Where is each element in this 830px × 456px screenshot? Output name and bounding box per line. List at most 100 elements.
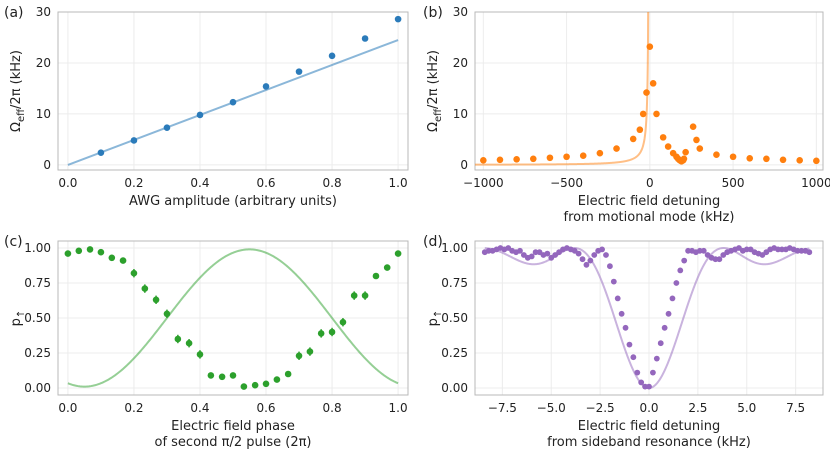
data-point [306, 348, 314, 355]
x-tick-label: 0.6 [256, 401, 275, 415]
x-tick-label: 0.6 [256, 176, 275, 190]
y-axis-label: Ωeff/2π (kHz) [9, 50, 27, 132]
panel-c: 0.0 0.2 0.4 0.6 0.8 1.0 0.00 0.25 0.50 0.75 1.00 El… [4, 234, 409, 450]
y-tick-label: 10 [36, 107, 51, 121]
data-point [480, 157, 487, 164]
x-tick-label: 1.0 [389, 176, 408, 190]
y-axis-label: Ωeff/2π (kHz) [426, 50, 444, 132]
y-label-subscript: ↑ [16, 310, 27, 318]
data-point [681, 257, 688, 264]
data-point [563, 153, 570, 161]
data-point [779, 156, 787, 164]
data-point [638, 379, 645, 386]
data-point [613, 145, 620, 152]
data-point [229, 98, 237, 106]
data-point [610, 278, 617, 285]
data-point [622, 324, 629, 331]
data-point [629, 135, 637, 143]
panel-label: (b) [423, 5, 443, 21]
data-point [496, 156, 504, 164]
data-point [682, 148, 689, 156]
data-point [680, 155, 688, 163]
data-point [528, 253, 535, 260]
data-point [669, 295, 676, 302]
y-tick-label: 1.00 [441, 241, 468, 255]
data-point [86, 246, 94, 253]
y-label-subscript: eff [433, 108, 444, 122]
x-tick-label: 2.5 [688, 401, 707, 415]
x-tick-label: 0.0 [58, 401, 77, 415]
fit-line [67, 248, 399, 388]
data-point [273, 376, 281, 383]
data-point [529, 155, 537, 163]
x-tick-label: 0.0 [639, 401, 658, 415]
y-tick-label: 0.25 [441, 346, 468, 360]
data-point [716, 256, 723, 263]
x-axis-label: Electric field detuning [578, 419, 720, 434]
data-point [664, 143, 672, 150]
x-tick-label: −5.0 [537, 401, 566, 415]
data-point [696, 145, 704, 152]
data-point [700, 247, 707, 254]
panel-a: 0.0 0.2 0.4 0.6 0.8 1.0 0 10 20 30 AWG amplitude (… [4, 5, 409, 209]
data-point [108, 254, 116, 262]
y-label-subscript: eff [16, 108, 27, 122]
data-point [152, 296, 160, 304]
y-tick-label: 30 [36, 5, 51, 19]
data-point [591, 252, 598, 258]
data-point [618, 310, 625, 317]
y-label-units: /2π (kHz) [9, 50, 24, 109]
x-tick-label: 1.0 [389, 401, 408, 415]
data-point [626, 341, 633, 348]
data-point [614, 295, 621, 302]
x-axis-label: Electric field phase [171, 419, 295, 434]
panel-b: −1000 −500 0 500 1000 0 10 20 30 Electric field d… [423, 5, 830, 225]
data-point [163, 124, 171, 131]
x-axis-label: AWG amplitude (arbitrary units) [129, 194, 337, 209]
y-tick-label: 0.75 [24, 276, 51, 290]
data-point [665, 310, 672, 317]
y-tick-label: 30 [453, 5, 468, 19]
data-point [653, 110, 660, 118]
data-point [350, 292, 358, 299]
data-point [650, 369, 656, 376]
x-tick-label: 5.0 [737, 401, 756, 415]
data-point [603, 252, 609, 258]
data-point [517, 247, 523, 254]
y-tick-label: 20 [453, 56, 468, 70]
data-point [630, 354, 637, 361]
x-tick-label: 500 [722, 176, 745, 190]
data-point [657, 340, 664, 347]
data-point [262, 380, 270, 388]
data-point [295, 68, 303, 75]
data-point [634, 369, 641, 376]
y-tick-label: 0.00 [441, 381, 468, 395]
x-tick-label: 0.8 [323, 176, 342, 190]
data-point [394, 250, 402, 257]
x-tick-label: −1000 [463, 176, 504, 190]
data-point [328, 52, 336, 60]
data-point [599, 246, 605, 253]
y-tick-label: 10 [453, 107, 468, 121]
y-tick-label: 0.50 [441, 311, 468, 325]
data-point [372, 272, 380, 280]
panel-label: (d) [423, 234, 443, 250]
data-point [75, 247, 83, 255]
x-tick-label: 0.8 [323, 401, 342, 415]
y-label-symbol: Ω [9, 122, 24, 132]
data-point [97, 248, 105, 256]
data-point [746, 154, 754, 162]
plot-frame [57, 240, 409, 396]
data-point [546, 154, 554, 162]
data-point [130, 269, 138, 277]
x-tick-label: 0.0 [58, 176, 77, 190]
data-point [661, 324, 668, 331]
data-point [646, 43, 654, 50]
y-label-symbol: p [9, 318, 24, 326]
data-point [673, 280, 680, 286]
data-point [763, 155, 770, 163]
y-label-symbol: p [426, 318, 441, 326]
data-point [262, 83, 270, 90]
gridlines [58, 241, 408, 395]
x-axis-label: of second π/2 pulse (2π) [154, 435, 311, 450]
